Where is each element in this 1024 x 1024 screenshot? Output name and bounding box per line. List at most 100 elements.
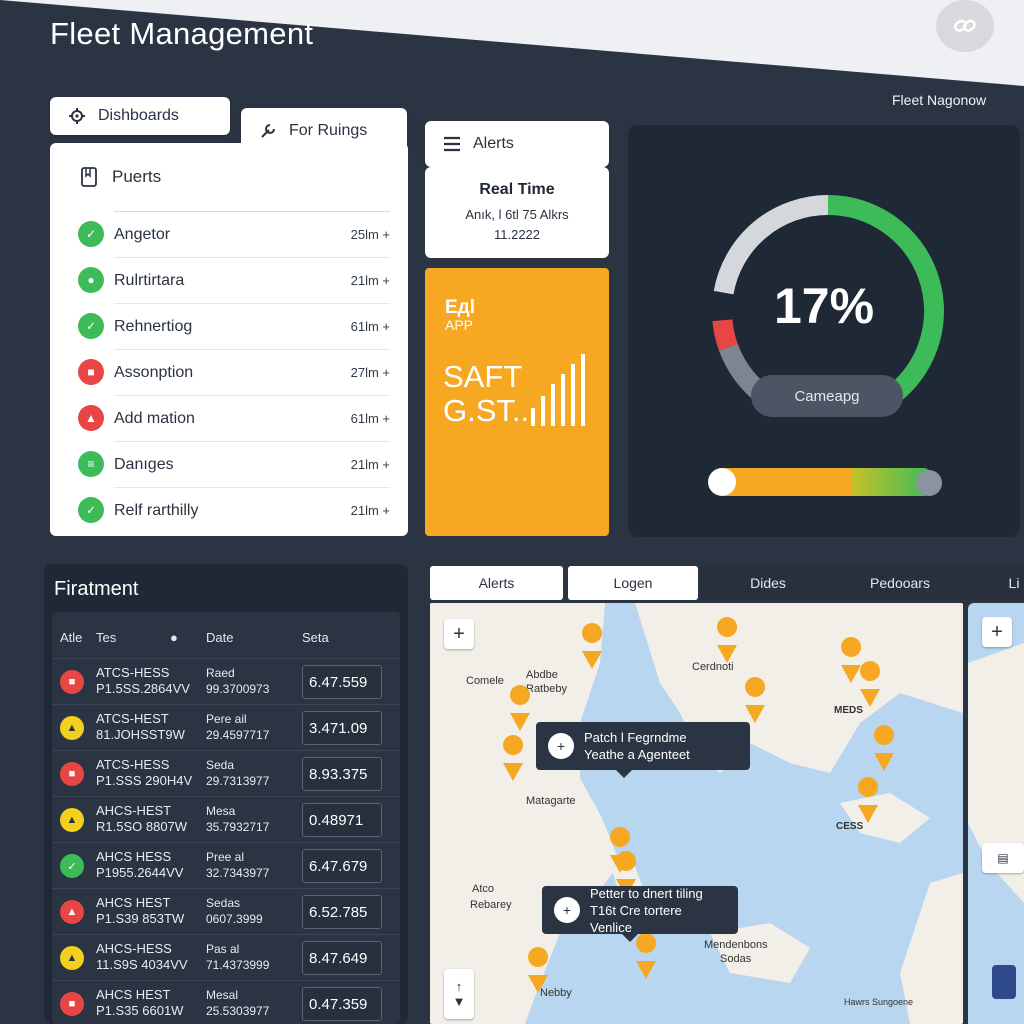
map-callout[interactable]: + Patch l Fegrndme Yeathe a Agenteet [536,722,750,778]
gauge-card: 17% Cameарg [628,125,1020,537]
sort-icon[interactable]: ● [170,630,178,645]
alert-icon: ▲ [60,900,84,924]
tab-alerts[interactable]: Alerts [430,566,563,600]
vehicle-id: AHCS HEST P1.S39 853TW [96,895,184,927]
alerts-button[interactable]: Alerts [425,121,609,167]
vehicle-code: ATCS-HESS [96,665,170,680]
date-label: Mesal [206,988,239,1002]
vehicle-value-field[interactable]: 6.47.679 [302,849,382,883]
list-item[interactable]: ✓ Relf rarthilly 21lm + [78,487,390,533]
vehicle-id: ATCS-HESS P1.SSS 290H4V [96,757,192,789]
table-header: Atle Tes ● Date Seta [52,612,400,658]
table-row[interactable]: ▲ AHCS-HEST R1.5SO 8807W Mesa 35.7932717 0.48… [52,796,400,842]
table-row[interactable]: ▲ AHCS-HESS 11.S9S 4034VV Pas al 71.4373999 8… [52,934,400,980]
date-value: 71.4373999 [206,958,270,972]
vehicle-value-field[interactable]: 3.471.09 [302,711,382,745]
port-name: Add mation [114,409,195,427]
vehicle-value-field[interactable]: 6.52.785 [302,895,382,929]
zoom-in-button[interactable]: + [982,617,1012,647]
alert-icon: ▲ [60,808,84,832]
vehicle-value-field[interactable]: 8.47.649 [302,941,382,975]
tab-dides[interactable]: Dides [704,566,832,600]
secondary-map[interactable]: + ▤ [968,603,1024,1024]
port-name: Angetor [114,225,171,243]
gauge-track [713,195,829,295]
vehicle-reg: P1.S39 853TW [96,911,185,926]
zoom-in-button[interactable]: + [444,619,474,649]
vehicle-date: Pere ail 29.4597717 [206,711,269,743]
column-header[interactable]: Seta [302,630,329,645]
slider-end-handle[interactable] [916,470,942,496]
realtime-title: Real Time [479,181,555,198]
callout-line: Patch l Fegrndme [584,730,687,745]
vehicle-date: Sedas 0607.3999 [206,895,263,927]
map-label: Sodas [720,953,752,965]
callout-text: Patch l Fegrndme Yeathe a Agenteet [584,729,690,763]
table-row[interactable]: ■ ATCS-HESS P1.SSS 290H4V Seda 29.7313977 8.9… [52,750,400,796]
vehicle-value-field[interactable]: 8.93.375 [302,757,382,791]
vehicle-reg: 11.S9S 4034VV [96,957,188,972]
map-land [968,643,1024,903]
signal-bars-icon [531,354,585,426]
alerts-label: Alerts [473,135,514,152]
gauge-button[interactable]: Cameарg [751,375,903,417]
fleet-map[interactable]: + ↑ ▼ Comele Abdbe Ratbeby Cerdnoti MEDS… [430,603,963,1024]
vehicle-code: ATCS-HESS [96,757,170,772]
slider-handle[interactable] [708,468,736,496]
table-row[interactable]: ■ ATCS-HESS P1.5SS.2864VV Raed 99.3700973 6.4… [52,658,400,704]
port-time: 61lm + [350,411,390,426]
map-callout[interactable]: + Petter to dnert tiling T16t Cre torter… [542,886,738,942]
date-value: 32.7343977 [206,866,270,880]
list-item[interactable]: ≡ Danıges 21lm + [78,441,390,487]
date-value: 35.7932717 [206,820,270,834]
list-item[interactable]: ✓ Rehnertiog 61lm + [78,303,390,349]
realtime-card[interactable]: Real Time Anık, l 6tl 75 Alkrs 11.2222 [425,167,609,258]
vehicle-value-field[interactable]: 6.47.559 [302,665,382,699]
date-label: Pree al [206,850,245,864]
vehicle-value-field[interactable]: 0.47.359 [302,987,382,1021]
list-item[interactable]: ▲ Add mation 61lm + [78,395,390,441]
map-label: Rebarey [470,899,512,911]
date-label: Seda [206,758,235,772]
vehicle-date: Mesal 25.5303977 [206,987,269,1019]
table-row[interactable]: ▲ AHCS HEST P1.S39 853TW Sedas 0607.3999 6.52… [52,888,400,934]
map-label: Abdbe [526,669,558,681]
fleet-panel: Firatment Atle Tes ● Date Seta ■ ATCS-HES… [44,564,408,1024]
list-item[interactable]: ● Rulrtirtara 21lm + [78,257,390,303]
page-subtitle: Fleet Nagonow [892,92,987,108]
arrow-down-icon[interactable]: ▼ [452,994,466,1009]
column-header[interactable]: Date [206,630,234,645]
layers-icon[interactable]: ▤ [982,843,1024,873]
table-row[interactable]: ✓ AHCS HESS P1955.2644VV Pree al 32.7343977 6… [52,842,400,888]
column-header[interactable]: Atle [60,630,83,645]
list-item[interactable]: ■ Assonption 27lm + [78,349,390,395]
vehicle-reg: P1.S35 6601W [96,1003,184,1018]
tab-pedooars[interactable]: Pedooars [836,566,964,600]
port-time: 21lm + [350,503,390,518]
date-label: Raed [206,666,235,680]
shield-icon: ✓ [78,313,104,339]
zoom-controls[interactable]: ↑ ▼ [444,969,474,1019]
arrow-up-icon[interactable]: ↑ [455,979,463,994]
vehicle-code: AHCS-HEST [96,803,172,818]
tab-logen[interactable]: Logen [568,566,698,600]
ports-card: Puerts ✓ Angetor 25lm + ● Rulrtirtara 21… [50,143,408,536]
level-slider[interactable] [720,468,930,496]
safety-app-card[interactable]: Eдl APP SAFT G.ST.. [425,268,609,536]
list-item[interactable]: ✓ Angetor 25lm + [78,211,390,257]
gauge-alert-arc [712,319,738,351]
vehicle-value-field[interactable]: 0.48971 [302,803,382,837]
map-attribution: Hawrs Sungoene [844,997,914,1007]
table-row[interactable]: ▲ ATCS-HEST 81.JOHSST9W Pere ail 29.4597717 3… [52,704,400,750]
column-header[interactable]: Tes [96,630,117,645]
vehicle-reg: P1.5SS.2864VV [96,681,190,696]
map-legend-icon[interactable] [992,965,1016,999]
vehicle-date: Raed 99.3700973 [206,665,269,697]
dashboards-label: Dishboards [98,107,179,124]
tab-more[interactable]: Li [1004,566,1024,600]
user-menu-button[interactable] [936,0,994,52]
port-time: 21lm + [350,273,390,288]
dashboards-button[interactable]: Dishboards [50,97,230,135]
table-row[interactable]: ■ AHCS HEST P1.S35 6601W Mesal 25.5303977 0.4… [52,980,400,1024]
vehicle-date: Mesa 35.7932717 [206,803,269,835]
